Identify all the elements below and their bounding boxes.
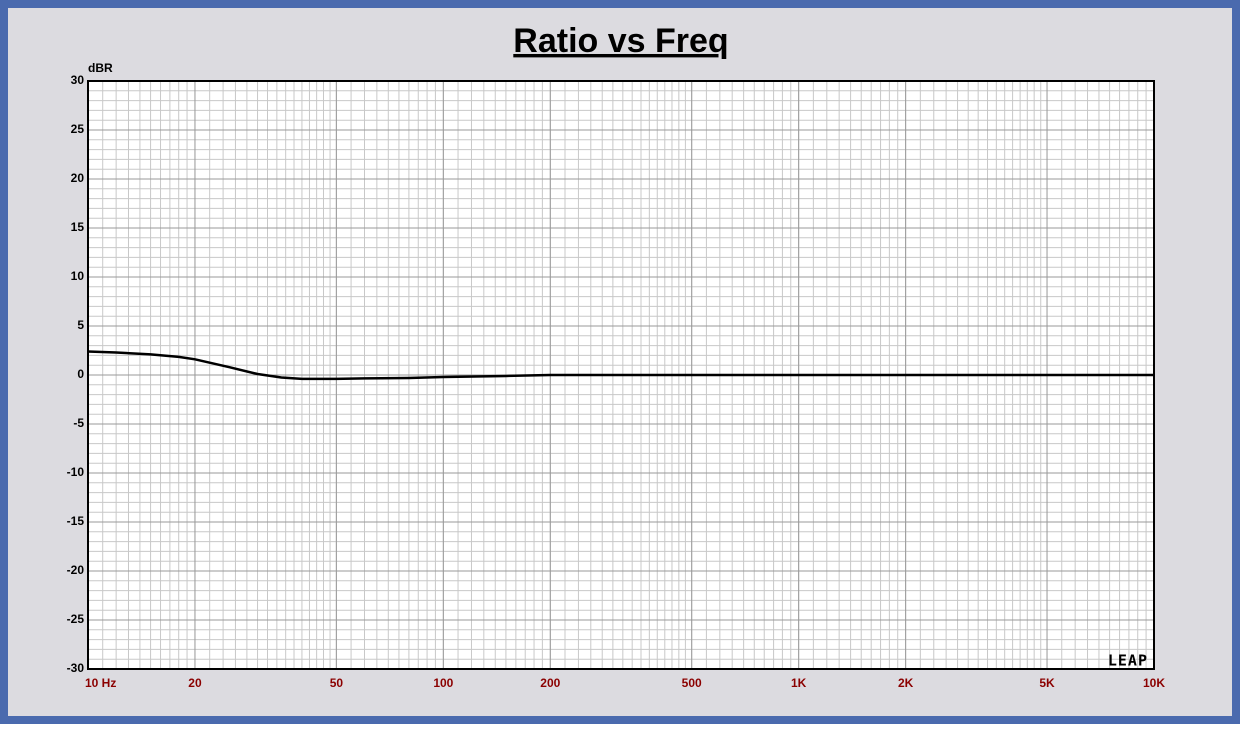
watermark: LEAP — [1108, 652, 1148, 670]
x-tick-label: 10 Hz — [85, 676, 116, 690]
y-tick-label: 15 — [71, 220, 85, 234]
x-tick-label: 5K — [1039, 676, 1055, 690]
y-tick-label: 30 — [71, 73, 85, 87]
x-tick-label: 2K — [898, 676, 914, 690]
x-tick-label: 500 — [682, 676, 702, 690]
y-tick-label: -25 — [67, 612, 85, 626]
data-line — [87, 350, 1154, 381]
x-tick-label: 200 — [540, 676, 560, 690]
x-tick-label: 1K — [791, 676, 807, 690]
x-tick-label: 10K — [1143, 676, 1165, 690]
y-tick-label: 5 — [77, 318, 84, 332]
y-tick-label: -30 — [67, 661, 85, 675]
y-tick-label: 10 — [71, 269, 85, 283]
x-tick-label: 100 — [433, 676, 453, 690]
y-unit: dBR — [88, 61, 113, 75]
y-tick-label: -5 — [73, 416, 84, 430]
y-tick-label: 25 — [71, 122, 85, 136]
y-tick-label: 20 — [71, 171, 85, 185]
y-tick-label: 0 — [77, 367, 84, 381]
y-tick-label: -15 — [67, 514, 85, 528]
y-tick-label: -10 — [67, 465, 85, 479]
y-tick-label: -20 — [67, 563, 85, 577]
x-tick-label: 20 — [188, 676, 202, 690]
chart-title: Ratio vs Freq — [513, 22, 728, 60]
x-tick-label: 50 — [330, 676, 344, 690]
